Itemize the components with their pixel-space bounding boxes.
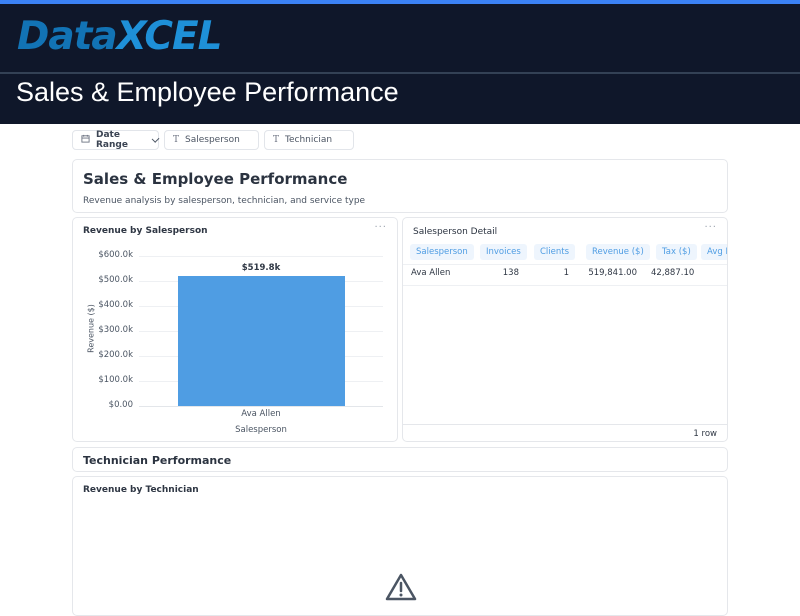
y-tick: $200.0k <box>98 350 133 360</box>
column-header-avg[interactable]: Avg I <box>701 244 727 260</box>
technician-filter-label: Technician <box>285 135 333 145</box>
column-header-tax[interactable]: Tax ($) <box>656 244 697 260</box>
cell-clients: 1 <box>563 268 569 278</box>
column-header-clients[interactable]: Clients <box>534 244 576 260</box>
x-axis-line <box>139 406 383 407</box>
y-tick: $0.00 <box>108 400 133 410</box>
table-header-row: Salesperson Invoices Clients Revenue ($)… <box>403 242 727 264</box>
cell-salesperson: Ava Allen <box>411 268 451 278</box>
row-count: 1 row <box>693 429 717 439</box>
accent-top-bar <box>0 0 800 4</box>
text-icon: T <box>173 135 180 145</box>
column-header-salesperson[interactable]: Salesperson <box>410 244 474 260</box>
salesperson-detail-card: Salesperson Detail ··· Salesperson Invoi… <box>402 217 728 442</box>
bar-value-label: $519.8k <box>241 263 281 273</box>
app-header: DataXCEL Sales & Employee Performance <box>0 4 800 124</box>
divider <box>403 264 727 265</box>
column-header-revenue[interactable]: Revenue ($) <box>586 244 650 260</box>
dashboard-content: Date Range T Salesperson T Technician Sa… <box>0 124 800 616</box>
salesperson-filter[interactable]: T Salesperson <box>164 130 259 150</box>
technician-section-header: Technician Performance <box>72 447 728 472</box>
logo-text-xcel: XCEL <box>116 14 223 59</box>
revenue-by-technician-card: Revenue by Technician <box>72 476 728 616</box>
datax-logo: DataXCEL <box>17 12 223 62</box>
revenue-by-salesperson-card: Revenue by Salesperson ··· $600.0k $500.… <box>72 217 398 442</box>
divider <box>403 285 727 286</box>
gridline <box>139 256 383 257</box>
salesperson-filter-label: Salesperson <box>185 135 240 145</box>
cell-invoices: 138 <box>502 268 519 278</box>
x-tick: Ava Allen <box>241 409 281 419</box>
x-axis-label: Salesperson <box>235 425 287 435</box>
date-range-filter[interactable]: Date Range <box>72 130 160 150</box>
y-tick: $600.0k <box>98 250 133 260</box>
section-title: Technician Performance <box>83 454 232 467</box>
chart-title: Revenue by Salesperson <box>83 226 208 236</box>
cell-revenue: 519,841.00 <box>588 268 637 278</box>
y-tick: $500.0k <box>98 275 133 285</box>
date-range-label: Date Range <box>96 130 128 150</box>
dashboard-description: Revenue analysis by salesperson, technic… <box>83 196 366 206</box>
logo-text-data: Data <box>17 14 118 59</box>
cell-tax: 42,887.10 <box>651 268 695 278</box>
bar-ava-allen[interactable] <box>178 276 345 406</box>
chart-title: Revenue by Technician <box>83 485 199 495</box>
y-tick: $100.0k <box>98 375 133 385</box>
dashboard-title-card: Sales & Employee Performance Revenue ana… <box>72 159 728 213</box>
y-tick: $300.0k <box>98 325 133 335</box>
calendar-icon <box>81 134 90 146</box>
warning-icon <box>385 572 417 602</box>
more-options-icon[interactable]: ··· <box>374 222 387 233</box>
column-header-invoices[interactable]: Invoices <box>480 244 527 260</box>
y-tick: $400.0k <box>98 300 133 310</box>
y-axis-label: Revenue ($) <box>86 304 96 353</box>
technician-filter[interactable]: T Technician <box>264 130 354 150</box>
chevron-down-icon <box>151 134 160 143</box>
table-title: Salesperson Detail <box>413 227 498 237</box>
header-divider <box>0 72 800 74</box>
table-footer: 1 row <box>403 424 727 441</box>
page-title: Sales & Employee Performance <box>16 77 399 107</box>
dashboard-heading: Sales & Employee Performance <box>83 170 348 188</box>
text-icon: T <box>273 135 280 145</box>
more-options-icon[interactable]: ··· <box>704 222 717 233</box>
